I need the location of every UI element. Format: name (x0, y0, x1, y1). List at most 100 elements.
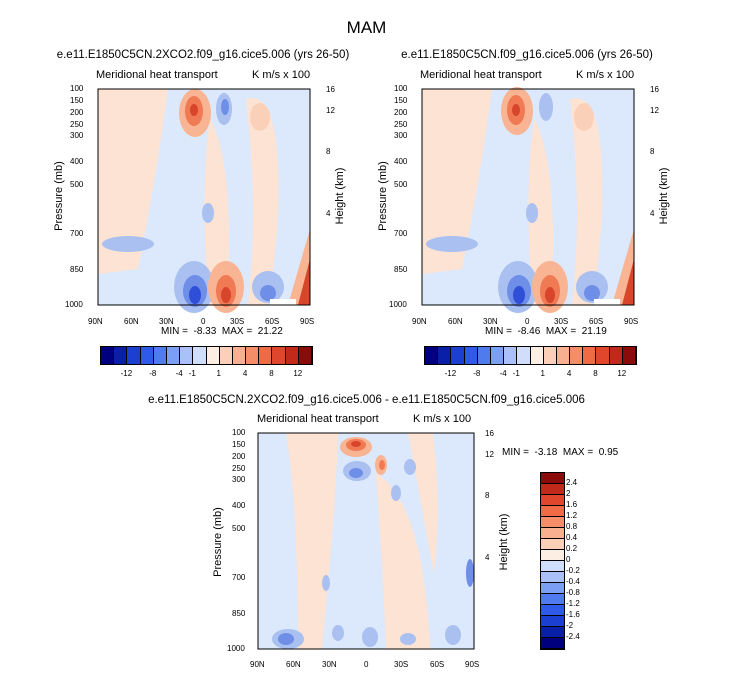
panel-3-xtick: 90S (465, 660, 480, 669)
panel-2-xtick: 30S (554, 317, 569, 326)
colorbar-label: -1 (188, 369, 196, 378)
colorbar-label: 12 (293, 369, 303, 378)
panel-2-ytick-right: 12 (650, 106, 659, 115)
colorbar-swatch (193, 347, 207, 364)
panel-2-ytick-right: 4 (650, 209, 655, 218)
panel-1-ytick: 150 (70, 96, 84, 105)
panel-1-ytick: 100 (70, 84, 84, 93)
colorbar-label: 12 (617, 369, 627, 378)
colorbar-swatch (140, 347, 154, 364)
colorbar-swatch (541, 561, 564, 572)
colorbar-label: 2.4 (566, 478, 578, 487)
colorbar-swatch (541, 550, 564, 561)
colorbar-swatch (153, 347, 167, 364)
colorbar-swatch (477, 347, 491, 364)
panel-2-ytick: 150 (394, 96, 408, 105)
panel-3-ytick: 400 (232, 501, 246, 510)
panel-1-ylabel-right: Height (km) (334, 167, 346, 225)
colorbar-label: 4 (242, 369, 248, 378)
colorbar-label: 1.6 (566, 500, 578, 509)
panel-2-xtick: 0 (525, 317, 530, 326)
colorbar-swatch (298, 347, 312, 364)
panel-3-ytick: 100 (232, 428, 246, 437)
panel-1-title: e.e11.E1850C5CN.2XCO2.f09_g16.cice5.006 … (56, 49, 350, 61)
panel-3-xtick: 60S (430, 660, 445, 669)
colorbar-label: 1.2 (566, 511, 578, 520)
panel-2-xtick: 60N (448, 317, 463, 326)
panel-1-xtick: 60N (124, 317, 139, 326)
colorbar-swatch (622, 347, 636, 364)
panel-1-min: MIN = -8.33 MAX = 21.22 (161, 326, 283, 337)
panel-2-ytick-right: 8 (650, 147, 655, 156)
panel-3-ytick: 250 (232, 464, 246, 473)
colorbar-label: -8 (149, 369, 157, 378)
panel-2-plot (421, 87, 635, 313)
panel-2-subtitle-right: K m/s x 100 (576, 69, 635, 81)
colorbar-swatch (541, 616, 564, 627)
panel-3-ylabel-right: Height (km) (498, 513, 510, 571)
colorbar-swatch (285, 347, 299, 364)
panel-2-xtick: 30N (483, 317, 498, 326)
colorbar-swatch (541, 605, 564, 616)
panel-2-ytick: 500 (394, 180, 408, 189)
colorbar-swatch (541, 583, 564, 594)
panel-1-xtick: 30S (230, 317, 245, 326)
panel-2-ytick: 300 (394, 131, 408, 140)
colorbar-label: 0.2 (566, 544, 578, 553)
colorbar-label: -1.2 (566, 599, 580, 608)
colorbar-swatch (541, 484, 564, 495)
panel-3-xtick: 30N (322, 660, 337, 669)
panel-1-ytick-right: 8 (326, 147, 331, 156)
colorbar-swatch (425, 347, 439, 364)
colorbar-swatch (609, 347, 623, 364)
panel-3-plot (257, 432, 475, 650)
panel-3-ylabel: Pressure (mb) (212, 507, 224, 577)
colorbar-swatch (166, 347, 181, 364)
colorbar-swatch (272, 347, 286, 364)
panel-2-ytick: 200 (394, 108, 408, 117)
colorbar-label: -0.4 (566, 577, 580, 586)
panel-3-ytick-right: 16 (485, 429, 494, 438)
panel-3-xtick: 30S (394, 660, 409, 669)
colorbar-swatch (114, 347, 128, 364)
colorbar-swatch (541, 506, 564, 517)
colorbar-label: -0.2 (566, 566, 580, 575)
colorbar-bottom-labels: 2.4 2 1.6 1.2 0.8 0.4 0.2 0 -0.2 -0.4 -0.8 -1.2 -1.6… (566, 472, 596, 648)
colorbar-swatch (541, 495, 564, 506)
colorbar-label: -12 (120, 369, 133, 378)
colorbar-swatch (504, 347, 518, 364)
colorbar-top-2-labels: -12 -8 -4 -1 1 4 8 12 (424, 369, 635, 379)
panel-2-xtick: 90S (624, 317, 639, 326)
colorbar-bottom (540, 472, 565, 650)
panel-1-xtick: 0 (201, 317, 206, 326)
colorbar-label: 2 (566, 489, 571, 498)
colorbar-swatch (543, 347, 557, 364)
colorbar-swatch (541, 517, 564, 528)
panel-1-ytick-right: 4 (326, 209, 331, 218)
panel-3-ytick: 1000 (227, 644, 245, 653)
colorbar-swatch (101, 347, 115, 364)
colorbar-top-1 (100, 346, 313, 365)
colorbar-swatch (530, 347, 544, 364)
colorbar-swatch (259, 347, 273, 364)
colorbar-swatch (246, 347, 260, 364)
colorbar-swatch (219, 347, 233, 364)
panel-2-ytick: 250 (394, 120, 408, 129)
panel-1-ylabel: Pressure (mb) (53, 161, 65, 231)
colorbar-top-2 (424, 346, 637, 365)
panel-1-ytick-right: 12 (326, 106, 335, 115)
panel-3-subtitle-right: K m/s x 100 (413, 413, 472, 425)
colorbar-swatch (541, 638, 564, 649)
colorbar-label: -4 (499, 369, 507, 378)
panel-3-ytick-right: 4 (485, 553, 490, 562)
panel-3-ytick: 850 (232, 609, 246, 618)
panel-2-title: e.e11.E1850C5CN.f09_g16.cice5.006 (yrs 2… (401, 49, 653, 61)
colorbar-swatch (570, 347, 584, 364)
panel-3-xtick: 0 (364, 660, 369, 669)
panel-2-ylabel: Pressure (mb) (377, 161, 389, 231)
panel-1-ytick: 1000 (65, 300, 83, 309)
panel-1-ytick: 250 (70, 120, 84, 129)
colorbar-swatch (541, 539, 564, 550)
panel-1-xtick: 30N (159, 317, 174, 326)
colorbar-label: -12 (444, 369, 457, 378)
